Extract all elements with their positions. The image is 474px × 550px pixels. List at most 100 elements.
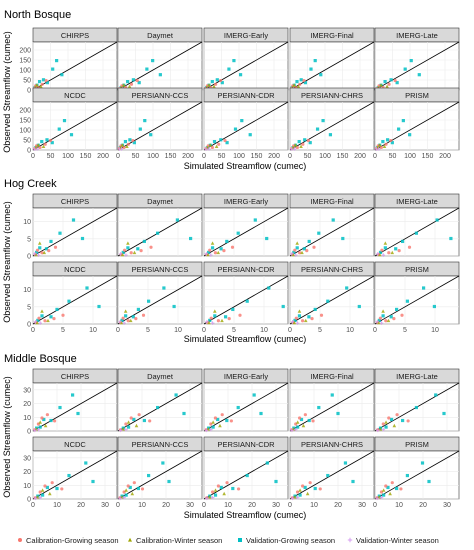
data-point bbox=[215, 78, 219, 82]
data-point bbox=[182, 411, 186, 416]
facet-prism: PRISM 0 5 10 bbox=[373, 261, 460, 334]
data-point bbox=[37, 80, 42, 84]
legend-label: Calibration-Winter season bbox=[136, 536, 222, 545]
y-tick-label: 5 bbox=[27, 304, 31, 311]
x-tick-label: 0 bbox=[373, 327, 377, 334]
data-point bbox=[313, 59, 317, 63]
y-tick-label: 0 bbox=[27, 429, 31, 436]
facet-label: IMERG-Early bbox=[224, 372, 268, 381]
x-tick-label: 5 bbox=[403, 327, 407, 334]
data-point bbox=[227, 317, 231, 321]
facet-imerg-early: IMERG-Early bbox=[203, 368, 289, 433]
x-tick-label: 50 bbox=[132, 153, 140, 160]
y-tick-label: 0 bbox=[27, 148, 31, 155]
data-point bbox=[293, 318, 297, 322]
data-point bbox=[38, 321, 42, 325]
data-point bbox=[136, 486, 140, 491]
facet-label: IMERG-Final bbox=[310, 372, 354, 381]
data-point bbox=[442, 411, 446, 416]
legend-item: Calibration-Growing season bbox=[18, 536, 119, 545]
facet-label: IMERG-Late bbox=[396, 31, 438, 40]
data-point bbox=[120, 252, 125, 257]
data-point bbox=[214, 144, 219, 148]
data-point bbox=[384, 319, 388, 323]
data-point bbox=[36, 253, 41, 257]
data-point bbox=[383, 80, 387, 84]
y-tick-label: 0 bbox=[27, 254, 31, 261]
data-point bbox=[248, 133, 252, 137]
facet-chirps: CHIRPS 0 5 10 bbox=[23, 193, 118, 261]
data-point bbox=[124, 314, 128, 318]
x-tick-label: 0 bbox=[373, 502, 377, 509]
x-tick-label: 10 bbox=[174, 327, 182, 334]
x-tick-label: 0 bbox=[116, 153, 120, 160]
x-tick-label: 0 bbox=[31, 153, 35, 160]
data-point bbox=[207, 320, 211, 325]
data-point bbox=[33, 252, 37, 256]
one-to-one-line bbox=[117, 207, 203, 257]
data-point bbox=[47, 249, 51, 253]
data-point bbox=[383, 241, 388, 245]
data-point bbox=[44, 247, 49, 251]
data-point bbox=[40, 140, 44, 144]
data-point bbox=[294, 316, 298, 320]
data-point bbox=[39, 84, 43, 88]
data-point bbox=[48, 138, 53, 143]
data-point bbox=[299, 417, 304, 422]
x-tick-label: 150 bbox=[165, 153, 177, 160]
x-tick-label: 30 bbox=[358, 502, 366, 509]
data-point bbox=[35, 320, 39, 325]
data-point bbox=[432, 304, 436, 309]
data-point bbox=[397, 127, 401, 131]
data-point bbox=[308, 141, 312, 145]
data-point bbox=[147, 299, 151, 303]
facet-label: PERSIANN-CCS bbox=[132, 265, 189, 274]
data-point bbox=[405, 473, 409, 478]
facet-prism: PRISM 0 10 20 30 bbox=[373, 436, 460, 509]
x-tick-label: 200 bbox=[182, 153, 194, 160]
data-point bbox=[48, 491, 52, 496]
data-point bbox=[238, 313, 242, 317]
data-point bbox=[134, 423, 139, 428]
x-tick-label: 10 bbox=[431, 327, 439, 334]
data-point bbox=[434, 393, 438, 397]
data-point bbox=[292, 320, 297, 325]
data-point bbox=[384, 142, 388, 146]
one-to-one-line bbox=[117, 450, 203, 500]
x-tick-label: 20 bbox=[334, 502, 342, 509]
y-axis-label: Observed Streamflow (cumec) bbox=[2, 31, 12, 153]
data-point bbox=[126, 142, 131, 146]
data-point bbox=[310, 317, 314, 321]
data-point bbox=[131, 315, 135, 319]
data-point bbox=[172, 304, 176, 309]
x-axis-label: Simulated Streamflow (cumec) bbox=[184, 334, 307, 344]
data-point bbox=[216, 484, 220, 488]
facet-label: NCDC bbox=[64, 91, 86, 100]
data-point bbox=[129, 82, 134, 86]
data-point bbox=[225, 239, 229, 244]
data-point bbox=[67, 299, 71, 303]
data-point bbox=[124, 488, 128, 492]
data-point bbox=[315, 127, 320, 131]
data-point bbox=[60, 73, 64, 77]
data-point bbox=[389, 315, 393, 319]
data-point bbox=[313, 486, 317, 491]
data-point bbox=[44, 78, 48, 83]
x-tick-label: 10 bbox=[138, 502, 146, 509]
data-point bbox=[51, 67, 55, 71]
data-point bbox=[385, 84, 389, 88]
data-point bbox=[151, 59, 155, 63]
x-tick-label: 5 bbox=[146, 327, 150, 334]
data-point bbox=[298, 82, 302, 86]
data-point bbox=[33, 496, 38, 501]
data-point bbox=[394, 247, 398, 251]
data-point bbox=[156, 405, 160, 410]
data-point bbox=[297, 309, 302, 313]
data-point bbox=[49, 239, 53, 244]
data-point bbox=[41, 78, 46, 82]
data-point bbox=[49, 315, 53, 319]
data-point bbox=[387, 82, 391, 86]
data-point bbox=[214, 82, 218, 86]
data-point bbox=[162, 286, 166, 290]
group-title: North Bosque bbox=[4, 9, 71, 21]
